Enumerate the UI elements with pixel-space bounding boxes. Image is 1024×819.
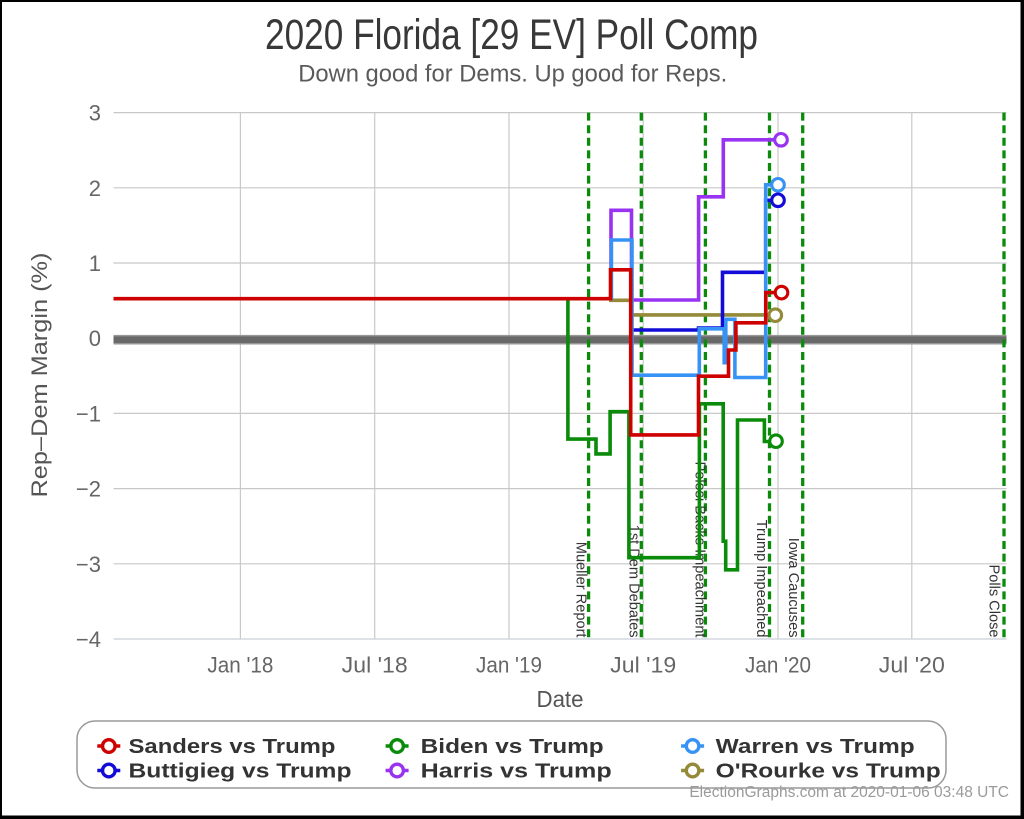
svg-text:Date: Date [537, 686, 584, 712]
svg-text:Buttigieg vs Trump: Buttigieg vs Trump [129, 761, 352, 783]
svg-text:3: 3 [89, 101, 101, 126]
svg-text:Sanders vs Trump: Sanders vs Trump [129, 736, 336, 758]
svg-text:0: 0 [89, 326, 101, 351]
svg-text:2: 2 [89, 176, 101, 201]
svg-text:Jan '19: Jan '19 [476, 653, 542, 678]
svg-text:Harris vs Trump: Harris vs Trump [421, 761, 612, 783]
svg-text:1: 1 [89, 251, 101, 276]
svg-text:Biden vs Trump: Biden vs Trump [421, 736, 604, 758]
svg-text:Jul '18: Jul '18 [342, 653, 408, 678]
svg-text:−4: −4 [76, 627, 101, 652]
svg-text:Down good for Dems. Up good fo: Down good for Dems. Up good for Reps. [298, 61, 727, 88]
svg-text:ElectionGraphs.com at 2020-01-: ElectionGraphs.com at 2020-01-06 03:48 U… [689, 784, 1009, 801]
svg-text:Trump Impeached: Trump Impeached [753, 520, 769, 638]
svg-text:Iowa Caucuses: Iowa Caucuses [785, 538, 801, 638]
svg-text:Warren vs Trump: Warren vs Trump [716, 736, 915, 758]
svg-text:−3: −3 [76, 552, 101, 577]
svg-text:2020 Florida [29 EV] Poll Comp: 2020 Florida [29 EV] Poll Comp [265, 11, 758, 59]
svg-text:Jan '20: Jan '20 [745, 653, 811, 678]
svg-text:Jul '20: Jul '20 [879, 653, 945, 678]
svg-text:O'Rourke vs Trump: O'Rourke vs Trump [716, 761, 941, 783]
svg-text:Rep–Dem Margin (%): Rep–Dem Margin (%) [27, 253, 52, 498]
svg-text:Jul '19: Jul '19 [610, 653, 676, 678]
svg-text:−2: −2 [76, 477, 101, 502]
svg-text:Mueller Report: Mueller Report [573, 542, 589, 638]
svg-text:−1: −1 [76, 401, 101, 426]
svg-text:Jan '18: Jan '18 [207, 653, 273, 678]
svg-text:Polls Close: Polls Close [986, 565, 1002, 638]
